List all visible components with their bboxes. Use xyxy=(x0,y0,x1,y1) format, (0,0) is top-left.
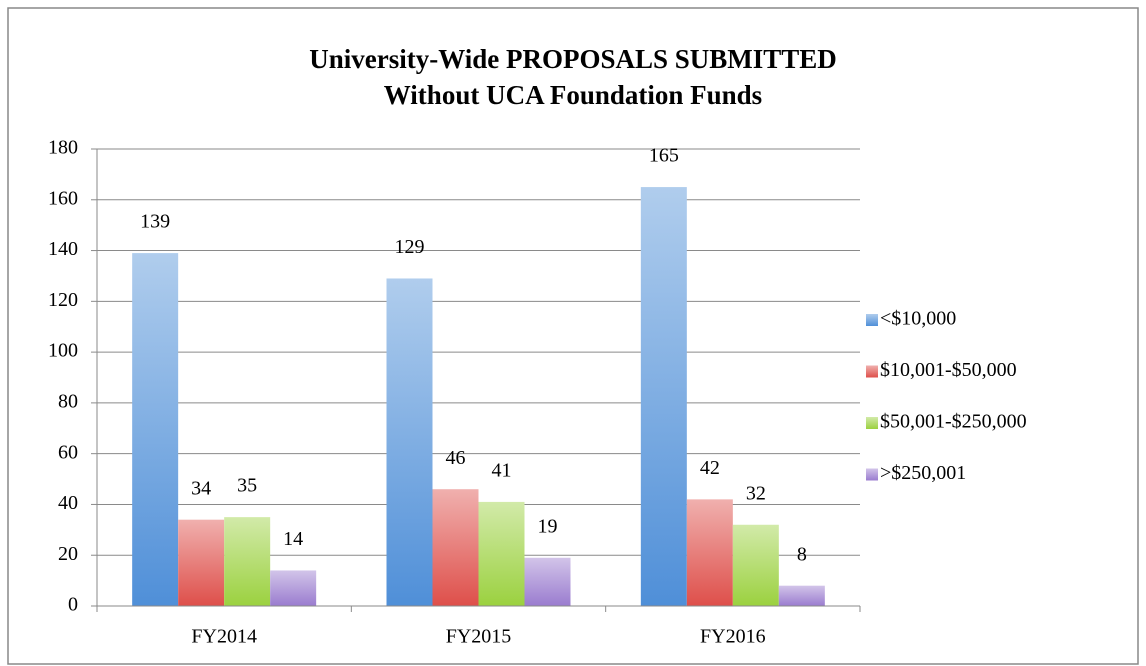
legend-label: <$10,000 xyxy=(880,308,956,330)
data-label: 8 xyxy=(797,543,807,565)
data-label: 42 xyxy=(700,457,720,479)
chart-title: University-Wide PROPOSALS SUBMITTED xyxy=(309,44,837,74)
chart-title: Without UCA Foundation Funds xyxy=(384,80,762,110)
x-tick-label: FY2014 xyxy=(191,626,257,648)
bar xyxy=(386,278,433,606)
legend-label: $10,001-$50,000 xyxy=(880,359,1017,381)
y-tick-label: 120 xyxy=(48,289,78,311)
legend-swatch xyxy=(866,417,878,429)
data-label: 32 xyxy=(746,482,766,504)
bar xyxy=(224,517,271,606)
bar xyxy=(732,524,779,606)
bar xyxy=(640,187,687,607)
bar xyxy=(778,585,825,606)
bar xyxy=(686,499,733,606)
y-tick-label: 20 xyxy=(58,543,78,565)
data-label: 129 xyxy=(395,236,425,258)
legend-swatch xyxy=(866,468,878,481)
data-label: 165 xyxy=(649,145,679,167)
y-tick-label: 80 xyxy=(58,390,78,412)
bar xyxy=(178,519,225,606)
data-label: 46 xyxy=(446,447,466,469)
bar xyxy=(478,501,525,606)
y-tick-label: 160 xyxy=(48,187,78,209)
y-tick-label: 100 xyxy=(48,340,78,362)
legend-swatch xyxy=(866,365,878,378)
y-tick-label: 180 xyxy=(48,137,78,159)
bar xyxy=(270,570,317,606)
y-tick-label: 60 xyxy=(58,441,78,463)
y-tick-label: 0 xyxy=(68,594,78,616)
data-label: 14 xyxy=(283,528,303,550)
y-tick-label: 140 xyxy=(48,238,78,260)
data-label: 34 xyxy=(191,477,211,499)
x-tick-label: FY2016 xyxy=(700,626,766,648)
data-label: 19 xyxy=(538,515,558,537)
data-label: 41 xyxy=(492,459,512,481)
bar xyxy=(132,253,179,606)
x-tick-label: FY2015 xyxy=(446,626,512,648)
legend-label: $50,001-$250,000 xyxy=(880,411,1027,433)
data-label: 35 xyxy=(237,475,257,497)
bar xyxy=(524,557,571,606)
legend-swatch xyxy=(866,314,878,326)
bar xyxy=(432,489,479,606)
data-label: 139 xyxy=(140,211,170,233)
y-tick-label: 40 xyxy=(58,492,78,514)
legend-label: >$250,001 xyxy=(880,462,966,484)
